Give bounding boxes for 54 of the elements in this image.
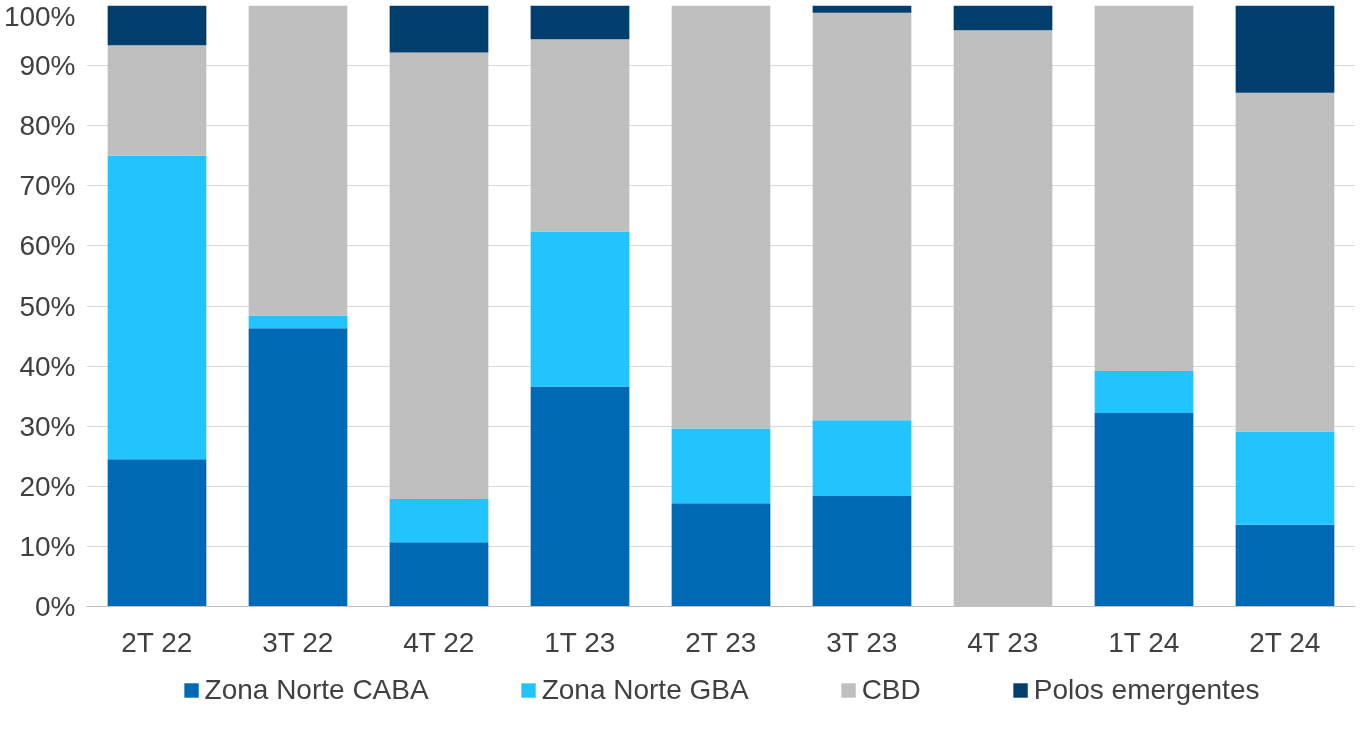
x-tick-label: 2T 23: [685, 626, 757, 658]
legend-label: Zona Norte GBA: [541, 674, 749, 706]
y-tick-label: 50%: [19, 290, 76, 322]
bar: [1094, 5, 1194, 371]
bar: [389, 498, 489, 543]
bar: [389, 52, 489, 499]
legend-label: Polos emergentes: [1033, 674, 1260, 706]
y-tick-label: 0%: [35, 591, 76, 622]
bar: [671, 5, 771, 429]
bar: [1235, 524, 1335, 607]
x-tick-label: 3T 22: [262, 626, 334, 658]
bar: [530, 5, 630, 40]
bar: [671, 428, 771, 504]
bar: [107, 45, 207, 156]
bar: [530, 231, 630, 387]
y-tick-label: 100%: [3, 0, 76, 32]
bar: [812, 5, 912, 13]
bar: [812, 420, 912, 496]
bar: [671, 503, 771, 607]
bar: [248, 5, 348, 316]
bar: [389, 542, 489, 607]
x-tick-label: 1T 24: [1108, 626, 1180, 658]
y-tick-label: 80%: [19, 110, 76, 142]
y-tick-label: 70%: [19, 170, 76, 202]
x-tick-label: 3T 23: [826, 626, 898, 658]
x-tick-label: 4T 23: [967, 626, 1039, 658]
x-tick-label: 4T 22: [403, 626, 475, 658]
bar: [1235, 5, 1335, 93]
bar: [812, 495, 912, 607]
y-tick-label: 40%: [19, 350, 76, 382]
bar: [248, 328, 348, 607]
bar: [812, 12, 912, 421]
bar: [530, 39, 630, 232]
bar: [1094, 370, 1194, 413]
legend-label: Zona Norte CABA: [204, 674, 429, 706]
bar: [107, 155, 207, 460]
bar: [1235, 92, 1335, 432]
x-tick-label: 1T 23: [544, 626, 616, 658]
y-tick-label: 20%: [19, 470, 76, 502]
bar: [1235, 431, 1335, 525]
y-tick-label: 90%: [19, 50, 76, 82]
legend-label: CBD: [861, 674, 921, 706]
bar: [953, 5, 1053, 31]
bar: [107, 459, 207, 607]
x-tick-label: 2T 24: [1249, 626, 1321, 658]
bar: [1094, 412, 1194, 607]
bar: [389, 5, 489, 53]
y-tick-label: 10%: [19, 530, 76, 562]
y-tick-label: 60%: [19, 230, 76, 262]
y-tick-label: 30%: [19, 410, 76, 442]
bar: [248, 315, 348, 329]
bar: [107, 5, 207, 46]
bar: [530, 386, 630, 607]
x-tick-label: 2T 22: [121, 626, 193, 658]
